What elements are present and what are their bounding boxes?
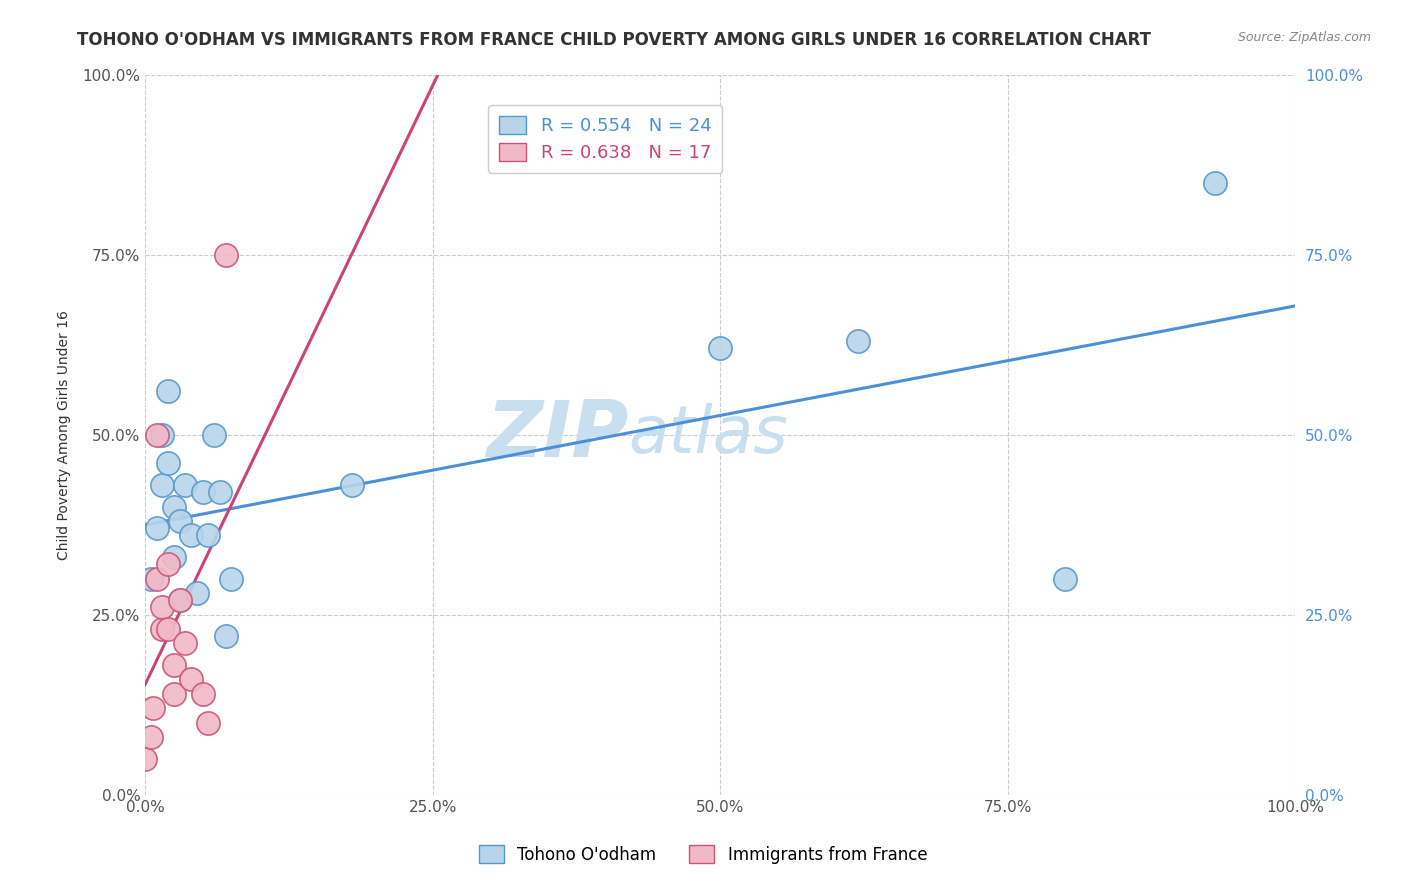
Point <box>186 586 208 600</box>
Point <box>157 384 180 399</box>
Point <box>1204 176 1226 190</box>
Y-axis label: Child Poverty Among Girls Under 16: Child Poverty Among Girls Under 16 <box>58 310 72 559</box>
Text: ZIP: ZIP <box>486 397 628 473</box>
Legend: Tohono O'odham, Immigrants from France: Tohono O'odham, Immigrants from France <box>472 838 934 871</box>
Point <box>139 572 162 586</box>
Point <box>142 701 165 715</box>
Point <box>340 478 363 492</box>
Point <box>152 622 174 636</box>
Point <box>139 730 162 744</box>
Point <box>180 528 202 542</box>
Point <box>191 687 214 701</box>
Legend: R = 0.554   N = 24, R = 0.638   N = 17: R = 0.554 N = 24, R = 0.638 N = 17 <box>488 105 723 173</box>
Point <box>145 427 167 442</box>
Point <box>145 572 167 586</box>
Point <box>163 500 186 514</box>
Text: Source: ZipAtlas.com: Source: ZipAtlas.com <box>1237 31 1371 45</box>
Point <box>163 687 186 701</box>
Point <box>157 558 180 572</box>
Point <box>214 629 236 643</box>
Text: atlas: atlas <box>628 402 787 467</box>
Point <box>709 341 731 355</box>
Point <box>197 528 219 542</box>
Point <box>163 658 186 673</box>
Point <box>214 247 236 261</box>
Point <box>202 427 225 442</box>
Point <box>208 485 231 500</box>
Point <box>1054 572 1077 586</box>
Point <box>145 521 167 535</box>
Point <box>163 549 186 564</box>
Point <box>174 636 197 650</box>
Point <box>191 485 214 500</box>
Point <box>169 593 191 607</box>
Text: TOHONO O'ODHAM VS IMMIGRANTS FROM FRANCE CHILD POVERTY AMONG GIRLS UNDER 16 CORR: TOHONO O'ODHAM VS IMMIGRANTS FROM FRANCE… <box>77 31 1152 49</box>
Point <box>169 593 191 607</box>
Point <box>134 752 156 766</box>
Point <box>169 514 191 528</box>
Point <box>197 715 219 730</box>
Point <box>174 478 197 492</box>
Point <box>157 622 180 636</box>
Point <box>152 600 174 615</box>
Point <box>221 572 243 586</box>
Point <box>152 478 174 492</box>
Point <box>846 334 869 348</box>
Point <box>152 427 174 442</box>
Point <box>180 673 202 687</box>
Point <box>157 457 180 471</box>
